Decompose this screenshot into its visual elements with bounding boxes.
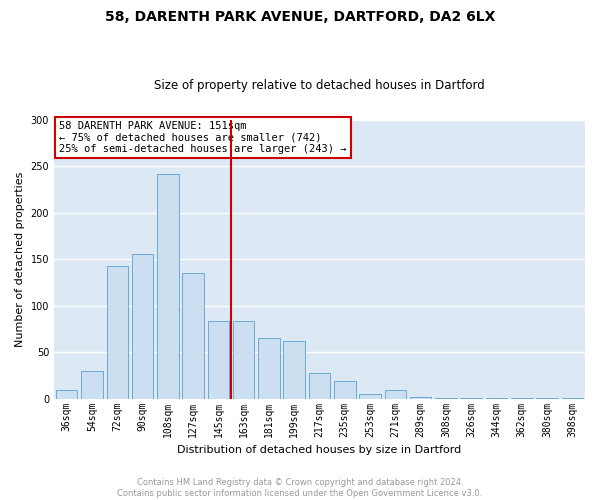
Bar bbox=[359, 394, 381, 398]
Bar bbox=[81, 370, 103, 398]
Bar bbox=[56, 390, 77, 398]
Bar bbox=[309, 372, 330, 398]
Text: Contains HM Land Registry data © Crown copyright and database right 2024.
Contai: Contains HM Land Registry data © Crown c… bbox=[118, 478, 482, 498]
Bar bbox=[182, 273, 204, 398]
Y-axis label: Number of detached properties: Number of detached properties bbox=[15, 172, 25, 347]
X-axis label: Distribution of detached houses by size in Dartford: Distribution of detached houses by size … bbox=[178, 445, 461, 455]
Bar bbox=[132, 254, 153, 398]
Text: 58, DARENTH PARK AVENUE, DARTFORD, DA2 6LX: 58, DARENTH PARK AVENUE, DARTFORD, DA2 6… bbox=[105, 10, 495, 24]
Bar bbox=[410, 397, 431, 398]
Bar bbox=[385, 390, 406, 398]
Text: 58 DARENTH PARK AVENUE: 151sqm
← 75% of detached houses are smaller (742)
25% of: 58 DARENTH PARK AVENUE: 151sqm ← 75% of … bbox=[59, 121, 347, 154]
Bar bbox=[233, 322, 254, 398]
Bar bbox=[283, 341, 305, 398]
Bar bbox=[107, 266, 128, 398]
Bar bbox=[334, 381, 356, 398]
Bar bbox=[157, 174, 179, 398]
Bar bbox=[208, 322, 229, 398]
Title: Size of property relative to detached houses in Dartford: Size of property relative to detached ho… bbox=[154, 79, 485, 92]
Bar bbox=[258, 338, 280, 398]
